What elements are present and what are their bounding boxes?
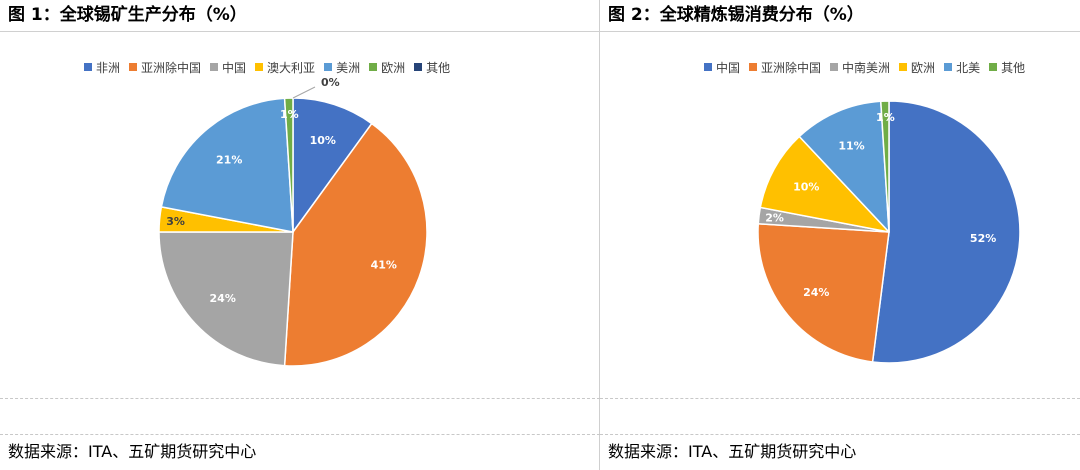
pie-slice-label-4: 11% <box>838 139 864 152</box>
chart-legend: 非洲 亚洲除中国 中国 澳大利亚 美洲 欧洲 其他 <box>84 58 459 76</box>
legend-item-0: 中国 <box>704 59 740 76</box>
pie-slice-0 <box>871 100 1021 364</box>
data-source: 数据来源：ITA、五矿期货研究中心 <box>8 442 257 461</box>
source-divider <box>0 434 600 435</box>
legend-item-5: 欧洲 <box>369 59 405 76</box>
legend-swatch <box>84 63 92 71</box>
legend-label: 美洲 <box>336 60 361 75</box>
chart-legend: 中国 亚洲除中国 中南美洲 欧洲 北美 其他 <box>704 58 1034 76</box>
legend-swatch <box>830 63 839 71</box>
pie-slice-label-3: 10% <box>793 181 819 194</box>
legend-item-1: 亚洲除中国 <box>749 59 821 76</box>
legend-item-2: 中国 <box>210 59 246 76</box>
legend-swatch <box>324 63 333 71</box>
pie-slice-5 <box>283 97 294 233</box>
pie-slice-label-6: 0% <box>321 76 340 89</box>
pie-slice-label-2: 24% <box>210 292 236 305</box>
legend-label: 欧洲 <box>381 60 406 75</box>
pie-slice-5 <box>880 100 890 233</box>
panel-divider <box>599 0 600 470</box>
legend-swatch <box>129 63 138 71</box>
title-divider <box>0 31 600 32</box>
legend-item-4: 美洲 <box>324 59 360 76</box>
legend-item-3: 澳大利亚 <box>255 59 315 76</box>
pie-slice-label-0: 10% <box>310 134 336 147</box>
legend-item-4: 北美 <box>944 59 980 76</box>
legend-item-2: 中南美洲 <box>830 59 890 76</box>
legend-label: 中国 <box>222 60 247 75</box>
pie-slice-2 <box>158 231 294 367</box>
legend-label: 欧洲 <box>911 60 936 75</box>
leader-line <box>292 86 316 99</box>
legend-swatch <box>989 63 998 71</box>
legend-item-0: 非洲 <box>84 59 120 76</box>
pie-slice-label-5: 1% <box>876 111 895 124</box>
chart-title: 图 2：全球精炼锡消费分布（%） <box>608 5 864 25</box>
pie-slice-label-0: 52% <box>970 232 996 245</box>
pie-slice-label-2: 2% <box>765 212 784 225</box>
legend-item-6: 其他 <box>414 59 450 76</box>
chart-bottom-divider <box>600 398 1080 399</box>
legend-label: 亚洲除中国 <box>141 60 202 75</box>
pie-chart: 10% 41% 24% 3% 21% 1% 0% <box>158 76 428 367</box>
legend-label: 澳大利亚 <box>267 60 316 75</box>
legend-swatch <box>899 63 908 71</box>
legend-swatch <box>369 63 378 71</box>
legend-label: 其他 <box>1001 60 1026 75</box>
source-divider <box>600 434 1080 435</box>
pie-slice-label-1: 24% <box>803 286 829 299</box>
legend-swatch <box>210 63 219 71</box>
legend-item-1: 亚洲除中国 <box>129 59 201 76</box>
legend-label: 中南美洲 <box>842 60 891 75</box>
pie-slice-label-1: 41% <box>371 259 397 272</box>
pie-slice-3 <box>759 135 890 233</box>
legend-label: 中国 <box>716 60 741 75</box>
pie-slice-4 <box>798 100 890 233</box>
legend-swatch <box>704 63 712 71</box>
legend-item-5: 其他 <box>989 59 1025 76</box>
legend-swatch <box>749 63 758 71</box>
legend-label: 亚洲除中国 <box>761 60 822 75</box>
legend-swatch <box>414 63 423 71</box>
legend-swatch <box>255 63 264 71</box>
pie-slice-1 <box>283 122 428 367</box>
chart-panel-tin-mine-production: 图 1：全球锡矿生产分布（%） 非洲 亚洲除中国 中国 澳大利亚 美洲 欧洲 其他 10% 4… <box>0 5 600 461</box>
chart-panel-refined-tin-consumption: 图 2：全球精炼锡消费分布（%） 中国 亚洲除中国 中南美洲 欧洲 北美 其他 52% 24… <box>600 0 1080 470</box>
title-divider <box>600 31 1080 32</box>
chart-title: 图 1：全球锡矿生产分布（%） <box>8 5 247 25</box>
pie-chart: 52% 24% 2% 10% 11% 1% <box>757 100 1021 364</box>
pie-slice-label-4: 21% <box>216 154 242 167</box>
legend-label: 其他 <box>426 60 451 75</box>
pie-slice-label-3: 3% <box>166 215 185 228</box>
data-source: 数据来源：ITA、五矿期货研究中心 <box>608 442 857 461</box>
legend-item-3: 欧洲 <box>899 59 935 76</box>
pie-slice-1 <box>757 223 890 363</box>
pie-slice-label-5: 1% <box>280 108 299 121</box>
legend-label: 非洲 <box>96 60 121 75</box>
legend-swatch <box>944 63 953 71</box>
chart-bottom-divider <box>0 398 600 399</box>
legend-label: 北美 <box>956 60 981 75</box>
pie-slice-4 <box>160 97 294 233</box>
pie-slice-0 <box>292 97 373 233</box>
